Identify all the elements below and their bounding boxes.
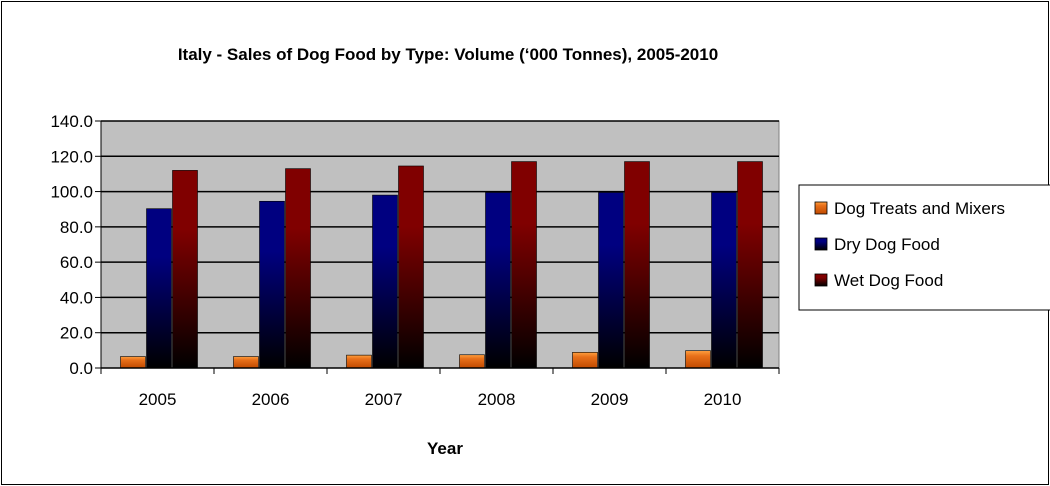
legend-swatch — [814, 201, 828, 215]
legend-swatch — [814, 273, 828, 287]
bar-dog-treats-and-mixers — [346, 354, 372, 369]
y-tick-label: 100.0 — [50, 183, 93, 202]
x-tick-label: 2007 — [365, 390, 403, 409]
x-tick-label: 2009 — [591, 390, 629, 409]
bars — [120, 161, 763, 369]
bar-dry-dog-food — [711, 192, 737, 369]
y-tick-label: 120.0 — [50, 147, 93, 166]
bar-dog-treats-and-mixers — [233, 356, 259, 369]
bar-dog-treats-and-mixers — [685, 350, 711, 369]
bar-wet-dog-food — [172, 170, 198, 369]
legend-swatch — [814, 237, 828, 251]
legend-label: Dry Dog Food — [834, 235, 940, 254]
y-tick-label: 40.0 — [60, 288, 93, 307]
x-tick-label: 2005 — [139, 390, 177, 409]
bar-wet-dog-food — [285, 168, 311, 369]
legend-label: Dog Treats and Mixers — [834, 199, 1005, 218]
y-tick-label: 0.0 — [69, 359, 93, 378]
x-tick-label: 2006 — [252, 390, 290, 409]
gridlines — [101, 120, 779, 334]
bar-dry-dog-food — [146, 208, 172, 369]
bar-wet-dog-food — [737, 161, 763, 369]
legend: Dog Treats and Mixers Dry Dog Food Wet Dog… — [798, 184, 1050, 311]
bar-wet-dog-food — [624, 161, 650, 369]
y-tick-label: 20.0 — [60, 324, 93, 343]
legend-box — [798, 184, 1050, 311]
bar-dry-dog-food — [598, 192, 624, 369]
y-axis: 0.0 20.0 40.0 60.0 80.0 100.0 120.0 140.0 — [50, 112, 102, 378]
bar-dry-dog-food — [259, 200, 285, 369]
bar-wet-dog-food — [398, 165, 424, 369]
bar-dog-treats-and-mixers — [572, 351, 598, 369]
y-tick-label: 140.0 — [50, 112, 93, 131]
chart-title: Italy - Sales of Dog Food by Type: Volum… — [178, 45, 718, 64]
plot-area — [100, 120, 780, 369]
y-tick-label: 60.0 — [60, 253, 93, 272]
bar-dry-dog-food — [485, 192, 511, 369]
x-tick-label: 2008 — [478, 390, 516, 409]
x-axis: 2005 2006 2007 2008 2009 2010 — [100, 367, 780, 409]
bar-dog-treats-and-mixers — [120, 356, 146, 369]
bar-wet-dog-food — [511, 161, 537, 369]
x-tick-label: 2010 — [704, 390, 742, 409]
y-tick-label: 80.0 — [60, 218, 93, 237]
bar-dog-treats-and-mixers — [459, 354, 485, 369]
x-axis-title: Year — [427, 439, 463, 458]
legend-label: Wet Dog Food — [834, 271, 943, 290]
bar-dry-dog-food — [372, 194, 398, 369]
